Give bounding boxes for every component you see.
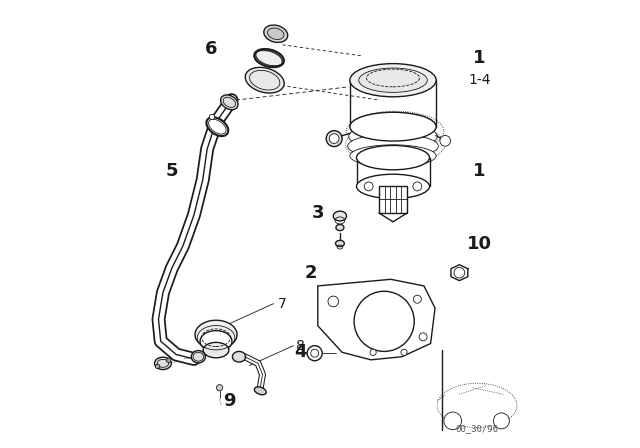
Circle shape	[419, 333, 427, 341]
Ellipse shape	[348, 134, 438, 158]
Circle shape	[401, 349, 407, 355]
Text: 10: 10	[467, 235, 492, 253]
Text: 7: 7	[278, 297, 287, 310]
Circle shape	[444, 412, 461, 430]
Text: 1: 1	[473, 49, 486, 67]
Text: 4: 4	[294, 343, 307, 361]
Ellipse shape	[254, 387, 266, 395]
Text: 3: 3	[312, 204, 324, 222]
Ellipse shape	[245, 67, 284, 93]
Ellipse shape	[221, 95, 238, 110]
Text: 1-4: 1-4	[468, 73, 490, 87]
Ellipse shape	[350, 145, 436, 167]
Ellipse shape	[264, 25, 288, 43]
Ellipse shape	[356, 146, 429, 170]
Ellipse shape	[358, 68, 428, 92]
Ellipse shape	[232, 351, 246, 362]
Ellipse shape	[350, 112, 436, 141]
Circle shape	[307, 346, 322, 361]
Ellipse shape	[254, 49, 284, 68]
Text: 00_30/96: 00_30/96	[456, 424, 499, 433]
Ellipse shape	[335, 241, 344, 246]
Circle shape	[328, 296, 339, 307]
Circle shape	[209, 114, 214, 120]
Circle shape	[454, 267, 465, 278]
Ellipse shape	[203, 342, 229, 358]
Circle shape	[156, 364, 160, 369]
Circle shape	[364, 182, 373, 191]
Ellipse shape	[356, 174, 429, 198]
Text: 9: 9	[223, 392, 236, 410]
Circle shape	[413, 182, 422, 191]
Circle shape	[413, 295, 421, 303]
Circle shape	[354, 291, 414, 351]
Ellipse shape	[349, 123, 437, 150]
Circle shape	[440, 135, 451, 146]
Text: 1: 1	[473, 162, 486, 180]
Ellipse shape	[333, 211, 346, 221]
Circle shape	[326, 131, 342, 146]
Ellipse shape	[350, 64, 436, 97]
Circle shape	[216, 384, 223, 391]
Ellipse shape	[154, 357, 172, 370]
Circle shape	[493, 413, 509, 429]
Polygon shape	[318, 279, 435, 360]
Ellipse shape	[200, 331, 232, 352]
Text: 2: 2	[305, 264, 317, 282]
Circle shape	[166, 358, 171, 362]
Text: 6: 6	[205, 40, 218, 58]
Text: 5: 5	[166, 162, 178, 180]
Ellipse shape	[268, 28, 284, 39]
Circle shape	[330, 134, 339, 143]
Text: 8: 8	[296, 339, 305, 353]
Circle shape	[370, 349, 376, 355]
Ellipse shape	[207, 117, 228, 136]
Ellipse shape	[350, 112, 436, 141]
Ellipse shape	[191, 350, 205, 363]
Ellipse shape	[195, 320, 237, 349]
FancyBboxPatch shape	[379, 185, 407, 213]
Circle shape	[310, 349, 319, 357]
Ellipse shape	[336, 224, 344, 231]
